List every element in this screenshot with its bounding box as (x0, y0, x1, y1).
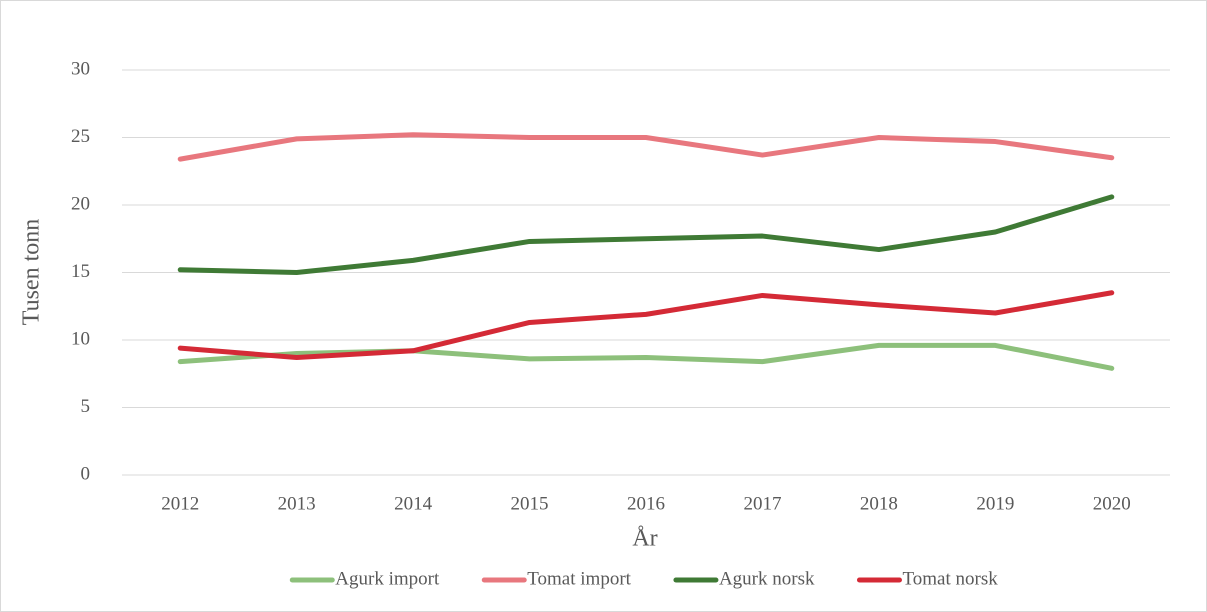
x-tick-label: 2020 (1093, 493, 1131, 514)
series-line (177, 132, 1115, 162)
series-line (177, 290, 1115, 361)
y-tick-label: 15 (71, 261, 90, 282)
y-tick-label: 10 (71, 328, 90, 349)
series-line (177, 342, 1115, 371)
x-tick-label: 2014 (394, 493, 433, 514)
x-tick-label: 2018 (860, 493, 898, 514)
y-tick-label: 5 (81, 396, 91, 417)
y-tick-label: 25 (71, 126, 90, 147)
y-axis-title: Tusen tonn (19, 219, 45, 325)
y-tick-label: 20 (71, 193, 90, 214)
x-tick-label: 2015 (511, 493, 549, 514)
x-tick-label: 2017 (743, 493, 781, 514)
x-tick-label: 2013 (278, 493, 316, 514)
y-tick-label: 30 (71, 58, 90, 79)
legend-label: Agurk import (335, 568, 440, 589)
legend-label: Tomat import (527, 568, 631, 589)
legend-label: Tomat norsk (902, 568, 998, 589)
x-tick-label: 2016 (627, 493, 665, 514)
x-axis-title: År (632, 526, 657, 552)
x-tick-label: 2012 (161, 493, 199, 514)
y-tick-label: 0 (81, 463, 91, 484)
legend-label: Agurk norsk (719, 568, 815, 589)
series-line (177, 194, 1115, 275)
x-tick-label: 2019 (976, 493, 1014, 514)
